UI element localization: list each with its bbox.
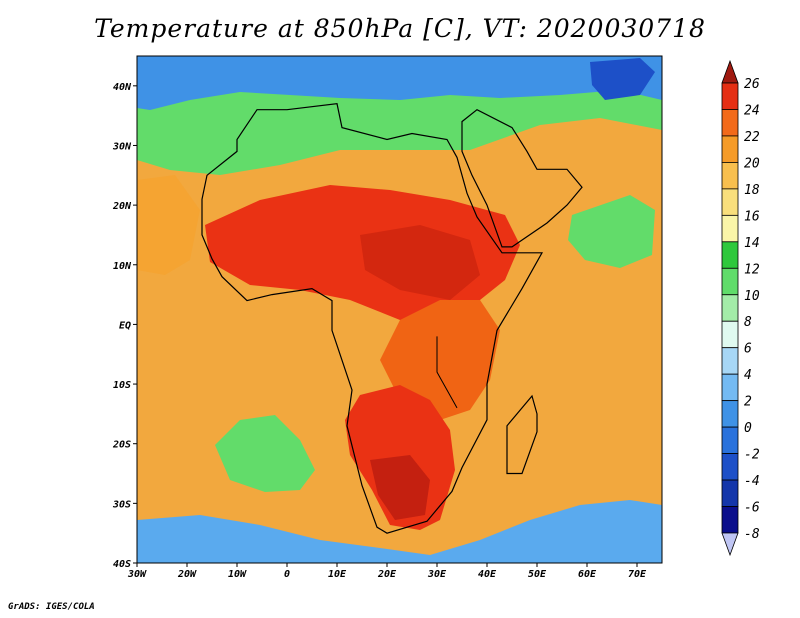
- colorbar-label: -8: [744, 527, 760, 542]
- africa-coastline: [201, 103, 544, 534]
- lon-tick-label: 0: [284, 569, 290, 580]
- colorbar-box: [721, 320, 739, 349]
- colorbar-label: 14: [744, 236, 760, 251]
- lon-tick-label: 20W: [177, 569, 197, 580]
- colorbar-label: 20: [744, 156, 760, 171]
- colorbar-box: [721, 109, 739, 137]
- colorbar-box: [721, 453, 739, 481]
- region-central-africa-core: [360, 225, 480, 300]
- colorbar-box: [721, 188, 739, 216]
- colorbar-label: 0: [744, 421, 752, 436]
- colorbar-label: -2: [744, 448, 760, 463]
- colorbar-box: [721, 135, 739, 163]
- madagascar-coastline: [506, 394, 538, 475]
- lat-tick-label: 40N: [113, 82, 132, 93]
- lat-tick-label: 20N: [112, 201, 132, 212]
- temperature-field: [137, 56, 662, 563]
- colorbar-box: [721, 267, 739, 296]
- colorbar-label: 26: [744, 77, 760, 92]
- lat-tick-label: 40S: [113, 559, 131, 570]
- region-arabian-sea-cool: [568, 195, 655, 268]
- lat-tick-label: 20S: [112, 440, 131, 451]
- lon-tick-label: 60E: [578, 569, 597, 580]
- lon-tick-label: 30E: [427, 569, 447, 580]
- map-title: Temperature at 850hPa [C], VT: 202003071…: [94, 14, 706, 43]
- colorbar-label: 10: [744, 289, 760, 304]
- region-west-ocean-warm: [137, 175, 200, 275]
- colorbar-label: 16: [744, 209, 760, 224]
- region-southern-ocean-cold: [137, 500, 662, 563]
- lon-tick-label: 40E: [478, 569, 497, 580]
- rift-lakes: [436, 336, 458, 409]
- arabia-coastline: [461, 108, 583, 248]
- colorbar-label: 4: [744, 368, 752, 383]
- colorbar-label: 12: [744, 262, 760, 277]
- colorbar-label: 6: [744, 342, 752, 357]
- colorbar-box: [721, 347, 739, 375]
- colorbar-label: 22: [744, 130, 760, 145]
- colorbar-box: [721, 82, 739, 110]
- colorbar-box: [721, 162, 739, 190]
- region-south-atlantic-cool: [215, 415, 315, 492]
- colorbar-box: [721, 506, 739, 534]
- lon-tick-label: 30W: [127, 569, 147, 580]
- colorbar-box: [721, 400, 739, 428]
- lat-tick-label: 10N: [113, 261, 132, 272]
- lon-tick-label: 50E: [528, 569, 547, 580]
- lat-tick-label: 30S: [112, 499, 131, 510]
- colorbar-box: [721, 479, 739, 507]
- lon-tick-label: 10W: [228, 569, 247, 580]
- map-axes: 30W 20W 10W 0 10E 20E 30E 40E 50E 60E 70E 40N 30N 20N…: [112, 82, 647, 580]
- grads-credit: GrADS: IGES/COLA: [8, 602, 95, 612]
- region-caspian-very-cold: [590, 58, 655, 100]
- colorbar-box: [721, 294, 739, 322]
- colorbar-label: 8: [744, 315, 752, 330]
- colorbar-label: 18: [744, 183, 760, 198]
- colorbar-box: [721, 373, 739, 402]
- lat-tick-label: 10S: [113, 380, 131, 391]
- lat-tick-label: EQ: [119, 320, 131, 331]
- plot-frame: [136, 55, 663, 564]
- colorbar-label: -6: [744, 501, 760, 516]
- region-mediterranean-cold: [137, 56, 662, 110]
- colorbar-label: 2: [744, 395, 752, 410]
- colorbar-label: 24: [744, 103, 760, 118]
- colorbar-box: [721, 241, 739, 269]
- colorbar-top-arrow: [721, 59, 739, 84]
- lon-tick-label: 20E: [377, 569, 397, 580]
- colorbar-box: [721, 426, 739, 454]
- colorbar-box: [721, 214, 739, 243]
- coastlines: [201, 103, 583, 534]
- lon-tick-label: 10E: [328, 569, 347, 580]
- region-kalahari-core: [370, 455, 430, 520]
- lat-tick-label: 30N: [112, 141, 132, 152]
- colorbar-label: -4: [744, 474, 760, 489]
- lon-tick-label: 70E: [628, 569, 647, 580]
- colorbar-bottom-arrow: [721, 532, 739, 557]
